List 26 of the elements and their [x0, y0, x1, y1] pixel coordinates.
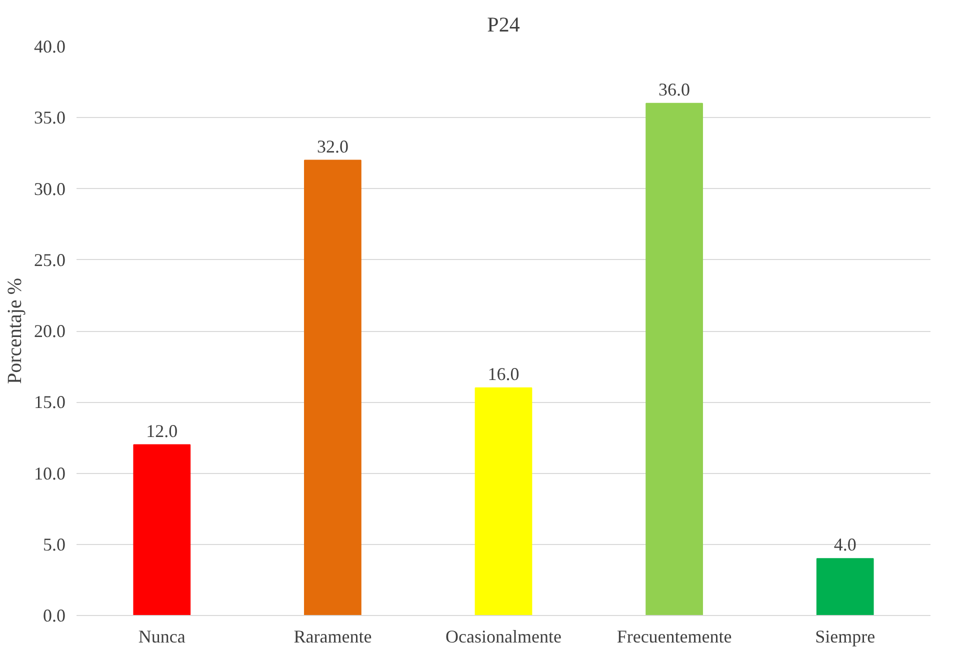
bar — [304, 160, 362, 616]
y-tick-label: 5.0 — [43, 534, 66, 554]
bar — [816, 558, 874, 616]
bar — [646, 102, 703, 616]
data-label: 16.0 — [488, 364, 520, 384]
data-label: 4.0 — [834, 534, 856, 555]
y-axis-title: Porcentaje % — [4, 278, 26, 384]
x-tick-label: Raramente — [294, 626, 372, 646]
data-label: 12.0 — [146, 420, 178, 441]
x-tick-label: Frecuentemente — [616, 626, 732, 646]
x-tick-label: Ocasionalmente — [446, 626, 562, 646]
y-tick-label: 30.0 — [34, 178, 66, 199]
y-tick-label: 35.0 — [34, 108, 66, 128]
x-tick-label: Siempre — [815, 626, 876, 646]
data-label: 36.0 — [658, 79, 690, 100]
x-tick-label: Nunca — [138, 626, 186, 646]
bar — [474, 387, 532, 616]
y-tick-label: 20.0 — [34, 321, 66, 341]
y-tick-label: 25.0 — [34, 250, 66, 270]
data-label: 32.0 — [316, 136, 348, 156]
y-tick-label: 10.0 — [34, 463, 66, 484]
y-tick-label: 0.0 — [43, 606, 66, 626]
y-tick-label: 40.0 — [34, 36, 66, 56]
bar — [133, 444, 191, 616]
chart-title: P24 — [487, 12, 520, 36]
y-tick-label: 15.0 — [34, 392, 66, 412]
